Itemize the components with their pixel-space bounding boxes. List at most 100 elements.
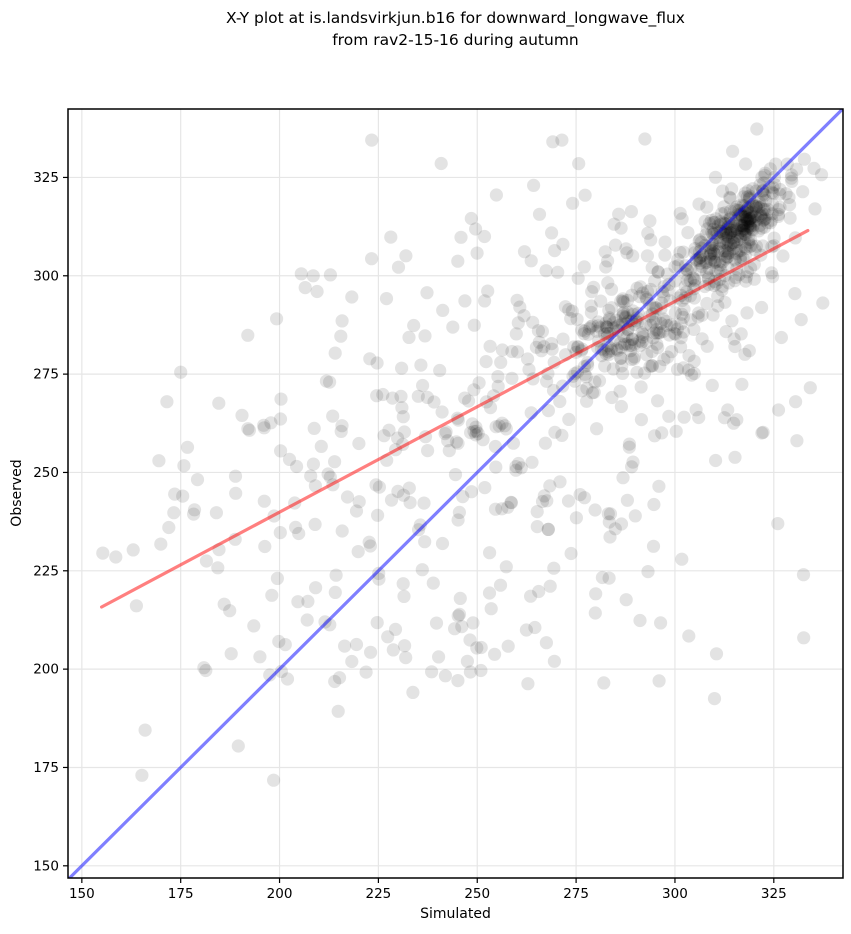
- scatter-point: [598, 245, 612, 259]
- scatter-point: [388, 622, 403, 637]
- scatter-point: [738, 347, 752, 361]
- scatter-point: [352, 436, 366, 451]
- scatter-point: [630, 281, 644, 295]
- scatter-point: [599, 319, 613, 333]
- scatter-point: [370, 356, 384, 370]
- scatter-point: [308, 517, 322, 532]
- scatter-point: [572, 157, 586, 171]
- scatter-point: [761, 216, 775, 230]
- scatter-point: [711, 264, 725, 278]
- scatter-point: [771, 207, 786, 222]
- scatter-point: [340, 490, 355, 504]
- scatter-point: [585, 386, 600, 400]
- scatter-point: [109, 550, 123, 564]
- scatter-point: [624, 344, 638, 358]
- scatter-point: [700, 339, 714, 353]
- scatter-point: [435, 536, 450, 551]
- scatter-point: [691, 310, 705, 324]
- scatter-point: [732, 226, 747, 240]
- y-tick-label: 300: [33, 268, 59, 284]
- scatter-point: [526, 315, 540, 329]
- scatter-point: [749, 199, 764, 213]
- scatter-point: [675, 552, 689, 566]
- scatter-point: [700, 222, 714, 236]
- scatter-point: [751, 212, 765, 226]
- scatter-point: [667, 320, 682, 334]
- scatter-point: [664, 318, 678, 332]
- scatter-point: [414, 358, 428, 372]
- scatter-point: [604, 344, 618, 358]
- scatter-point: [717, 411, 732, 425]
- scatter-point: [700, 200, 714, 214]
- scatter-point: [543, 579, 557, 593]
- scatter-point: [658, 235, 672, 249]
- plot-border: [67, 108, 844, 879]
- scatter-point: [640, 249, 655, 263]
- scatter-point: [489, 420, 503, 434]
- scatter-point: [771, 517, 785, 531]
- scatter-point: [736, 199, 750, 213]
- scatter-point: [463, 665, 477, 679]
- scatter-point: [687, 322, 701, 336]
- scatter-point: [235, 408, 249, 422]
- scatter-point: [616, 292, 630, 306]
- scatter-point: [454, 230, 468, 244]
- scatter-point: [593, 321, 607, 335]
- scatter-point: [646, 539, 661, 553]
- scatter-point: [257, 494, 271, 508]
- scatter-point: [735, 223, 749, 238]
- scatter-point: [601, 339, 615, 353]
- chart-title-line1: X-Y plot at is.landsvirkjun.b16 for down…: [226, 9, 685, 27]
- scatter-point: [597, 343, 611, 357]
- scatter-point: [735, 218, 749, 232]
- scatter-point: [372, 566, 386, 581]
- scatter-point: [614, 517, 629, 531]
- scatter-point: [328, 346, 342, 360]
- scatter-point: [676, 361, 690, 375]
- scatter-point: [499, 422, 513, 436]
- scatter-point: [495, 502, 509, 516]
- scatter-point: [513, 300, 527, 314]
- scatter-point: [668, 260, 682, 274]
- scatter-point: [484, 602, 498, 616]
- scatter-point: [403, 496, 417, 510]
- scatter-point: [470, 246, 484, 260]
- scatter-point: [728, 223, 742, 237]
- scatter-point: [740, 222, 755, 236]
- scatter-point: [699, 256, 713, 270]
- scatter-point: [569, 511, 584, 525]
- scatter-point: [678, 279, 692, 293]
- scatter-point: [598, 359, 612, 373]
- scatter-point: [509, 463, 523, 477]
- scatter-point: [505, 344, 519, 359]
- scatter-point: [783, 211, 797, 225]
- scatter-point: [754, 209, 768, 223]
- scatter-point: [745, 222, 759, 237]
- scatter-point: [733, 207, 748, 221]
- scatter-point: [676, 325, 691, 339]
- scatter-point: [449, 435, 463, 449]
- scatter-point: [494, 355, 508, 369]
- scatter-point: [720, 250, 735, 264]
- scatter-point: [713, 215, 728, 229]
- scatter-point: [743, 211, 758, 226]
- scatter-point: [472, 376, 486, 390]
- scatter-point: [695, 332, 709, 346]
- scatter-point: [590, 324, 604, 338]
- scatter-point: [622, 338, 637, 352]
- scatter-point: [692, 234, 706, 248]
- scatter-point: [135, 768, 149, 782]
- scatter-point: [722, 246, 736, 260]
- scatter-point: [695, 259, 709, 274]
- scatter-point: [644, 233, 658, 247]
- scatter-point: [160, 395, 174, 409]
- scatter-point: [776, 249, 790, 263]
- scatter-point: [620, 493, 635, 507]
- scatter-point: [743, 212, 757, 226]
- scatter-point: [726, 242, 740, 256]
- scatter-point: [681, 363, 696, 377]
- scatter-point: [551, 265, 565, 279]
- scatter-point: [555, 428, 569, 442]
- scatter-point: [754, 221, 769, 235]
